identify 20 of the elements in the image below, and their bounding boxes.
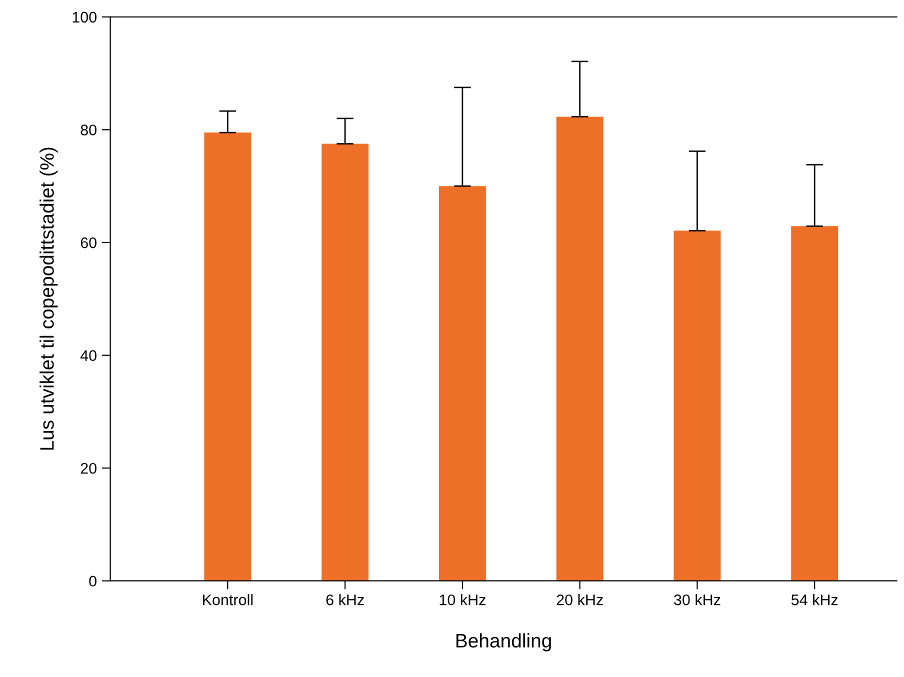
bar — [791, 226, 838, 581]
bar — [322, 144, 369, 581]
y-tick-label: 100 — [72, 12, 96, 23]
y-axis-title: Lus utviklet til copepodittstadiet (%) — [40, 148, 58, 450]
x-tick-label: Kontroll — [203, 594, 253, 606]
y-tick-label: 0 — [89, 576, 96, 587]
y-tick-label: 40 — [80, 350, 96, 361]
x-tick-label: 30 kHz — [674, 594, 720, 606]
bar — [438, 186, 486, 581]
x-tick-label: 54 kHz — [791, 594, 838, 606]
bar — [556, 116, 604, 581]
y-tick-label: 20 — [80, 462, 96, 474]
x-tick-label: 10 kHz — [440, 594, 486, 606]
bar — [204, 132, 252, 581]
y-tick-label: 80 — [80, 124, 96, 136]
x-tick-label: 20 kHz — [556, 594, 603, 606]
x-tick-label: 6 kHz — [326, 594, 364, 606]
x-axis-title: Behandling — [456, 633, 551, 652]
y-tick-label: 60 — [80, 237, 96, 248]
bar — [674, 230, 721, 581]
